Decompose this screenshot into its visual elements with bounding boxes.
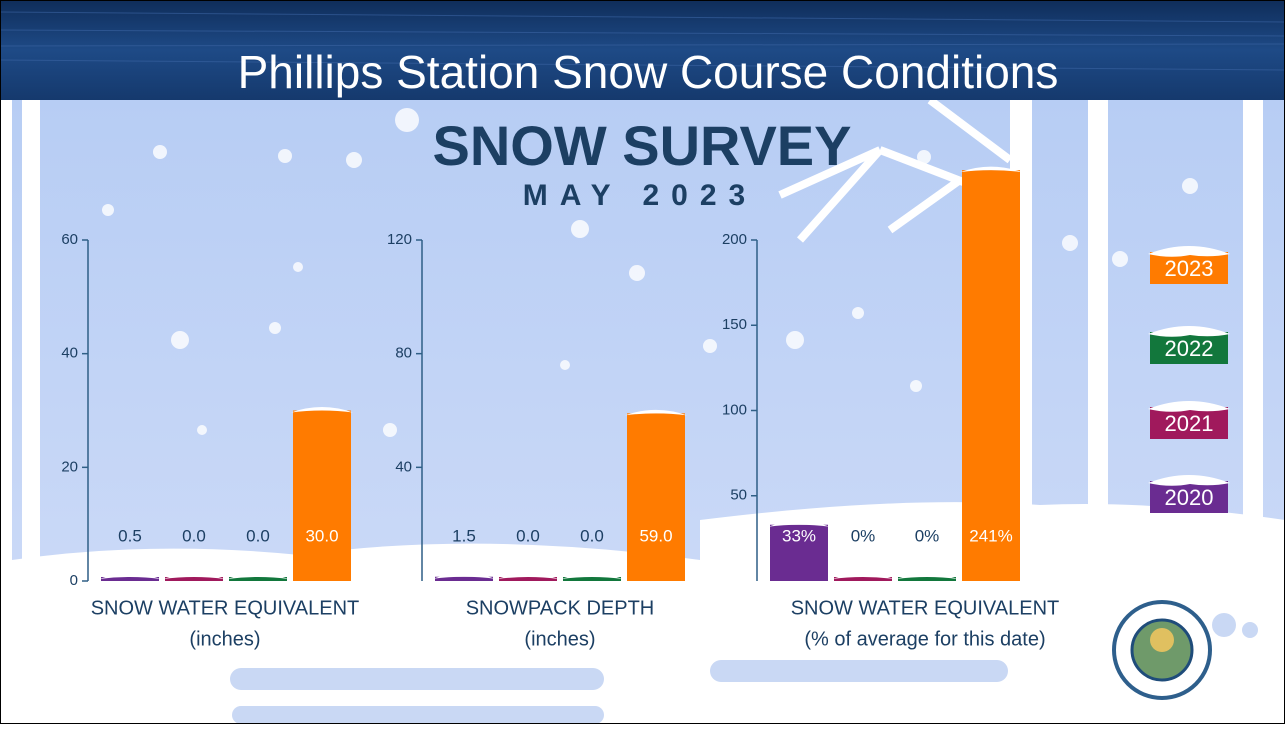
infographic-heading: SNOW SURVEY <box>432 114 851 177</box>
value-label: 0.0 <box>580 526 604 545</box>
value-label: 33% <box>782 526 816 545</box>
value-label: 0.5 <box>118 526 142 545</box>
value-label: 0.0 <box>246 526 270 545</box>
value-label: 0% <box>851 526 876 545</box>
y-tick-label: 20 <box>61 458 78 475</box>
value-label: 59.0 <box>639 526 672 545</box>
y-tick-label: 40 <box>395 458 412 475</box>
x-axis-label: SNOW WATER EQUIVALENT <box>91 597 360 619</box>
slide-title: Phillips Station Snow Course Conditions <box>238 46 1059 98</box>
value-label: 30.0 <box>305 526 338 545</box>
logo <box>1114 602 1210 698</box>
legend-label: 2021 <box>1165 411 1214 436</box>
y-tick-label: 150 <box>722 316 747 333</box>
legend-label: 2020 <box>1165 485 1214 510</box>
x-axis-label: (inches) <box>524 628 595 650</box>
x-axis-label: SNOWPACK DEPTH <box>466 597 655 619</box>
x-axis-label: SNOW WATER EQUIVALENT <box>791 597 1060 619</box>
bar <box>962 170 1020 581</box>
value-label: 241% <box>969 526 1012 545</box>
value-label: 0.0 <box>516 526 540 545</box>
bar <box>293 411 351 582</box>
y-tick-label: 120 <box>387 231 412 248</box>
y-tick-label: 40 <box>61 345 78 362</box>
infographic-subheading: MAY 2023 <box>523 179 757 212</box>
y-tick-label: 50 <box>730 487 747 504</box>
page: { "header": {"title": "Phillips Station … <box>0 0 1285 724</box>
x-axis-label: (% of average for this date) <box>804 628 1045 650</box>
y-tick-label: 60 <box>61 231 78 248</box>
y-tick-label: 100 <box>722 401 747 418</box>
y-tick-label: 200 <box>722 231 747 248</box>
x-axis-label: (inches) <box>189 628 260 650</box>
bar <box>627 413 685 581</box>
legend-label: 2022 <box>1165 336 1214 361</box>
y-tick-label: 80 <box>395 345 412 362</box>
slide: Phillips Station Snow Course Conditions … <box>0 0 1285 724</box>
legend-label: 2023 <box>1165 256 1214 281</box>
y-tick-label: 0 <box>70 572 78 589</box>
value-label: 1.5 <box>452 526 476 545</box>
value-label: 0.0 <box>182 526 206 545</box>
value-label: 0% <box>915 526 940 545</box>
